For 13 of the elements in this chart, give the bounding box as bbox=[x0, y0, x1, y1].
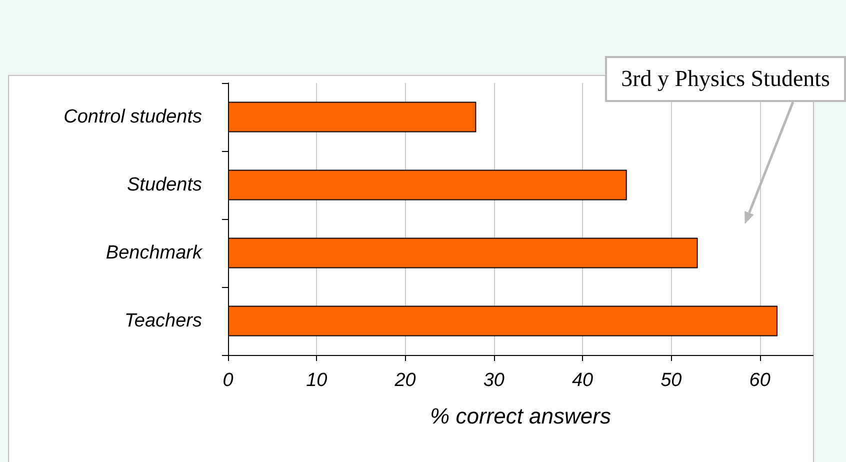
y-tick-label: Teachers bbox=[124, 310, 202, 332]
x-tick-label: 40 bbox=[572, 370, 594, 391]
y-tick-label: Benchmark bbox=[106, 242, 204, 264]
x-tick-label: 30 bbox=[483, 370, 505, 391]
x-tick-label: 0 bbox=[222, 370, 234, 391]
annotation: 3rd y Physics Students bbox=[605, 56, 846, 102]
x-tick-label: 10 bbox=[306, 370, 328, 391]
x-tick-label: 50 bbox=[660, 370, 682, 391]
y-tick-label: Control students bbox=[64, 106, 202, 128]
y-tick-label: Students bbox=[127, 174, 202, 196]
x-tick-label: 60 bbox=[749, 370, 771, 391]
x-axis-title: % correct answers bbox=[430, 404, 611, 428]
x-tick-label: 20 bbox=[394, 370, 416, 391]
